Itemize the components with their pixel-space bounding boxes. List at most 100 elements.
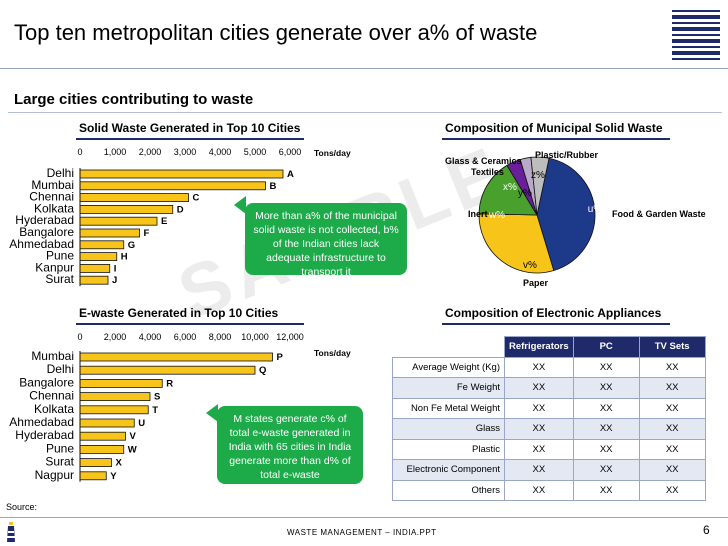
bar-data-label: X (116, 458, 123, 469)
category-label: Nagpur (35, 468, 74, 482)
bar (79, 275, 109, 285)
slice-value-label: z% (531, 170, 545, 181)
bar-data-label: Y (110, 471, 117, 482)
bar (79, 169, 284, 179)
bar-data-label: P (277, 352, 284, 363)
table-cell: XX (504, 356, 574, 378)
section-divider (8, 112, 722, 113)
table-cell: XX (638, 356, 706, 378)
row-label: Others (392, 479, 505, 501)
unit-label: Tons/day (314, 148, 351, 158)
category-label: Surat (45, 272, 74, 286)
footer-divider (0, 517, 728, 518)
pie-slice (530, 156, 550, 216)
table-cell: XX (638, 479, 706, 501)
bar (79, 193, 189, 202)
table-cell: XX (572, 459, 640, 481)
category-label: Chennai (29, 389, 74, 403)
category-label: Kanpur (35, 260, 74, 274)
bar-data-label: W (128, 444, 137, 455)
category-label: Mumbai (31, 178, 74, 192)
table-cell: XX (572, 479, 640, 501)
row-label: Fe Weight (392, 377, 505, 399)
table-cell: XX (572, 397, 640, 419)
msw-composition-title: Composition of Municipal Solid Waste (445, 121, 663, 135)
table-row: Non Fe Metal Weight XX XX XX (392, 397, 706, 419)
table-cell: XX (504, 459, 574, 481)
category-label: Ahmedabad (9, 415, 74, 429)
msw-pie-chart: Food & Garden Waste u% Paper v% Inert w% Texti… (445, 150, 706, 288)
pie-slice (536, 157, 596, 272)
table-cell: XX (504, 377, 574, 399)
solid-waste-title-rule (76, 138, 304, 140)
category-label: Bangalore (19, 225, 74, 239)
table-cell: XX (572, 356, 640, 378)
category-label: Surat (45, 455, 74, 469)
slice-name-label: Glass & Ceramics (445, 156, 522, 166)
x-tick-label: 10,000 (241, 332, 269, 342)
bar-data-label: U (138, 418, 145, 429)
table-cell: XX (504, 438, 574, 460)
pie-slice (478, 213, 555, 274)
pie-slice (478, 164, 538, 216)
slice-value-label: y% (518, 188, 532, 199)
bar (79, 471, 107, 481)
table-cell: XX (638, 459, 706, 481)
category-label: Ahmedabad (9, 237, 74, 251)
x-tick-label: 0 (77, 147, 82, 157)
row-label: Non Fe Metal Weight (392, 397, 505, 419)
category-label: Kolkata (34, 201, 74, 215)
category-label: Bangalore (19, 375, 74, 389)
row-label: Glass (392, 418, 505, 440)
bar (79, 431, 126, 441)
table-cell: XX (638, 397, 706, 419)
bar (79, 392, 151, 401)
slice-name-label: Textiles (471, 167, 504, 177)
table-cell: XX (572, 418, 640, 440)
section-header: Large cities contributing to waste (14, 91, 254, 108)
x-tick-label: 6,000 (279, 147, 302, 157)
bar-data-label: H (121, 252, 128, 263)
bar-data-label: G (128, 240, 135, 251)
electronic-composition-title: Composition of Electronic Appliances (445, 306, 662, 320)
bar (79, 418, 135, 428)
ewaste-title-rule (76, 323, 304, 325)
bar-data-label: T (152, 405, 158, 416)
bar-data-label: V (130, 431, 137, 442)
solid-callout-tail (234, 196, 246, 214)
msw-title-rule (442, 138, 670, 140)
table-cell: XX (504, 418, 574, 440)
bar (79, 240, 125, 250)
bar-data-label: S (154, 392, 160, 403)
bar (79, 252, 118, 261)
bar (79, 365, 256, 375)
ewaste-callout: M states generate c% of total e-waste ge… (217, 406, 363, 484)
row-label: Average Weight (Kg) (392, 356, 505, 378)
bar-data-label: E (161, 216, 167, 227)
table-cell: XX (638, 438, 706, 460)
ewaste-chart-title: E-waste Generated in Top 10 Cities (79, 306, 279, 320)
source-label: Source: (6, 502, 38, 512)
slice-name-label: Paper (523, 278, 549, 288)
column-header: PC (572, 336, 640, 358)
lighthouse-logo-icon (7, 522, 15, 542)
column-header: TV Sets (638, 336, 706, 358)
table-row: Others XX XX XX (392, 479, 706, 501)
solid-waste-bar-chart: 0 1,000 2,000 3,000 4,000 5,000 6,000 Tons/day D… (9, 147, 351, 286)
x-tick-label: 2,000 (139, 147, 162, 157)
category-label: Chennai (29, 190, 74, 204)
bar (79, 205, 174, 214)
x-tick-label: 5,000 (244, 147, 267, 157)
solid-waste-chart-title: Solid Waste Generated in Top 10 Cities (79, 121, 301, 135)
category-label: Pune (46, 441, 74, 455)
ewaste-callout-tail (206, 404, 218, 422)
ewaste-bar-chart: 0 2,000 4,000 6,000 8,000 10,000 12,000 Tons/da… (9, 332, 351, 482)
slice-value-label: w% (488, 210, 505, 221)
bar (79, 405, 149, 415)
bar (79, 216, 158, 226)
bar (79, 352, 273, 362)
table-cell: XX (572, 438, 640, 460)
table-cell: XX (638, 377, 706, 399)
electronic-composition-table: Refrigerators PC TV Sets Average Weight … (392, 336, 706, 501)
table-corner (393, 337, 505, 358)
